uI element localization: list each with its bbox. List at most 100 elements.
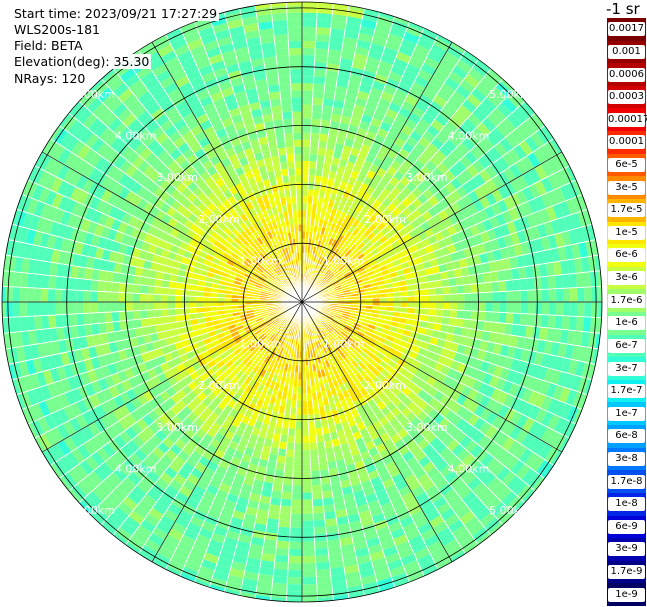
range-gate-cell (184, 559, 201, 573)
range-gate-cell (550, 219, 562, 235)
range-gate-cell (311, 392, 318, 401)
range-gate-cell (316, 263, 322, 271)
range-gate-cell (190, 124, 204, 137)
range-gate-cell (250, 322, 258, 328)
range-gate-cell (448, 317, 457, 327)
range-gate-cell (289, 253, 294, 262)
range-gate-cell (217, 151, 229, 162)
range-gate-cell (241, 140, 252, 151)
range-gate-cell (239, 527, 254, 537)
range-gate-cell (145, 251, 155, 262)
range-gate-cell (506, 495, 523, 512)
range-gate-cell (99, 259, 109, 272)
range-gate-cell (229, 327, 238, 334)
range-gate-cell (196, 479, 210, 491)
range-gate-cell (541, 302, 550, 315)
range-gate-cell (324, 344, 331, 353)
range-gate-cell (281, 282, 288, 288)
range-gate-cell (421, 415, 434, 427)
range-gate-cell (429, 155, 442, 168)
range-gate-cell (245, 87, 258, 98)
range-gate-cell (60, 351, 71, 366)
range-gate-cell (355, 373, 365, 382)
range-gate-cell (252, 479, 264, 489)
range-gate-cell (174, 515, 190, 529)
range-gate-cell (310, 378, 316, 387)
range-gate-cell (277, 266, 283, 274)
range-gate-cell (283, 280, 289, 287)
range-gate-cell (163, 81, 179, 95)
range-gate-cell (354, 250, 363, 258)
range-gate-cell (384, 552, 401, 564)
range-gate-cell (279, 339, 285, 348)
range-gate-cell (332, 150, 343, 159)
range-gate-cell (413, 433, 425, 445)
range-gate-cell (287, 269, 292, 277)
range-gate-cell (212, 471, 225, 483)
range-gate-cell (122, 254, 132, 266)
range-gate-cell (281, 391, 288, 400)
range-gate-cell (509, 256, 519, 269)
range-gate-cell (365, 100, 378, 111)
range-gate-cell (7, 255, 17, 272)
range-gate-cell (252, 346, 260, 355)
range-gate-cell (290, 520, 302, 528)
range-gate-cell (170, 177, 183, 189)
range-gate-cell (271, 282, 279, 288)
range-gate-cell (141, 475, 156, 489)
range-gate-cell (239, 67, 254, 77)
range-gate-cell (532, 113, 545, 128)
range-gate-cell (347, 378, 356, 388)
range-gate-cell (328, 127, 339, 137)
range-gate-cell (239, 266, 247, 274)
range-gate-cell (46, 205, 59, 222)
range-gate-cell (400, 124, 414, 137)
range-gate-cell (501, 470, 516, 487)
range-gate-cell (310, 463, 320, 472)
range-gate-cell (433, 190, 445, 203)
range-gate-cell (97, 212, 109, 227)
range-gate-cell (457, 485, 473, 500)
range-gate-cell (340, 359, 348, 368)
range-gate-cell (272, 575, 288, 584)
range-gate-cell (341, 284, 349, 289)
range-gate-cell (242, 239, 251, 248)
range-gate-cell (102, 476, 118, 492)
range-gate-cell (190, 467, 204, 480)
range-gate-cell (71, 140, 85, 156)
range-gate-cell (350, 67, 365, 77)
range-gate-cell (411, 325, 420, 334)
range-gate-cell (490, 461, 505, 477)
range-gate-cell (254, 247, 263, 255)
range-gate-cell (293, 457, 302, 465)
range-gate-cell (372, 218, 382, 228)
range-gate-cell (340, 115, 352, 125)
range-gate-cell (23, 243, 33, 259)
range-gate-cell (415, 421, 427, 434)
range-gate-cell (382, 114, 395, 126)
range-gate-cell (3, 255, 10, 272)
range-gate-cell (179, 159, 191, 171)
range-gate-cell (182, 295, 190, 302)
range-gate-cell (136, 173, 149, 186)
range-gate-cell (302, 83, 314, 91)
range-gate-cell (446, 225, 457, 236)
range-gate-cell (279, 434, 288, 443)
range-gate-cell (134, 448, 148, 462)
range-gate-cell (559, 184, 573, 201)
range-gate-cell (212, 121, 225, 133)
range-gate-cell (491, 401, 504, 415)
range-gate-cell (252, 222, 260, 231)
range-gate-cell (257, 321, 266, 327)
range-gate-cell (361, 237, 371, 246)
range-gate-cell (141, 268, 151, 278)
range-gate-cell (377, 495, 392, 507)
range-gate-cell (252, 259, 261, 267)
range-gate-cell (460, 327, 470, 338)
range-gate-cell (501, 97, 518, 114)
range-gate-cell (319, 331, 326, 339)
range-gate-cell (260, 335, 268, 342)
range-gate-cell (378, 310, 387, 316)
range-gate-cell (40, 384, 52, 401)
